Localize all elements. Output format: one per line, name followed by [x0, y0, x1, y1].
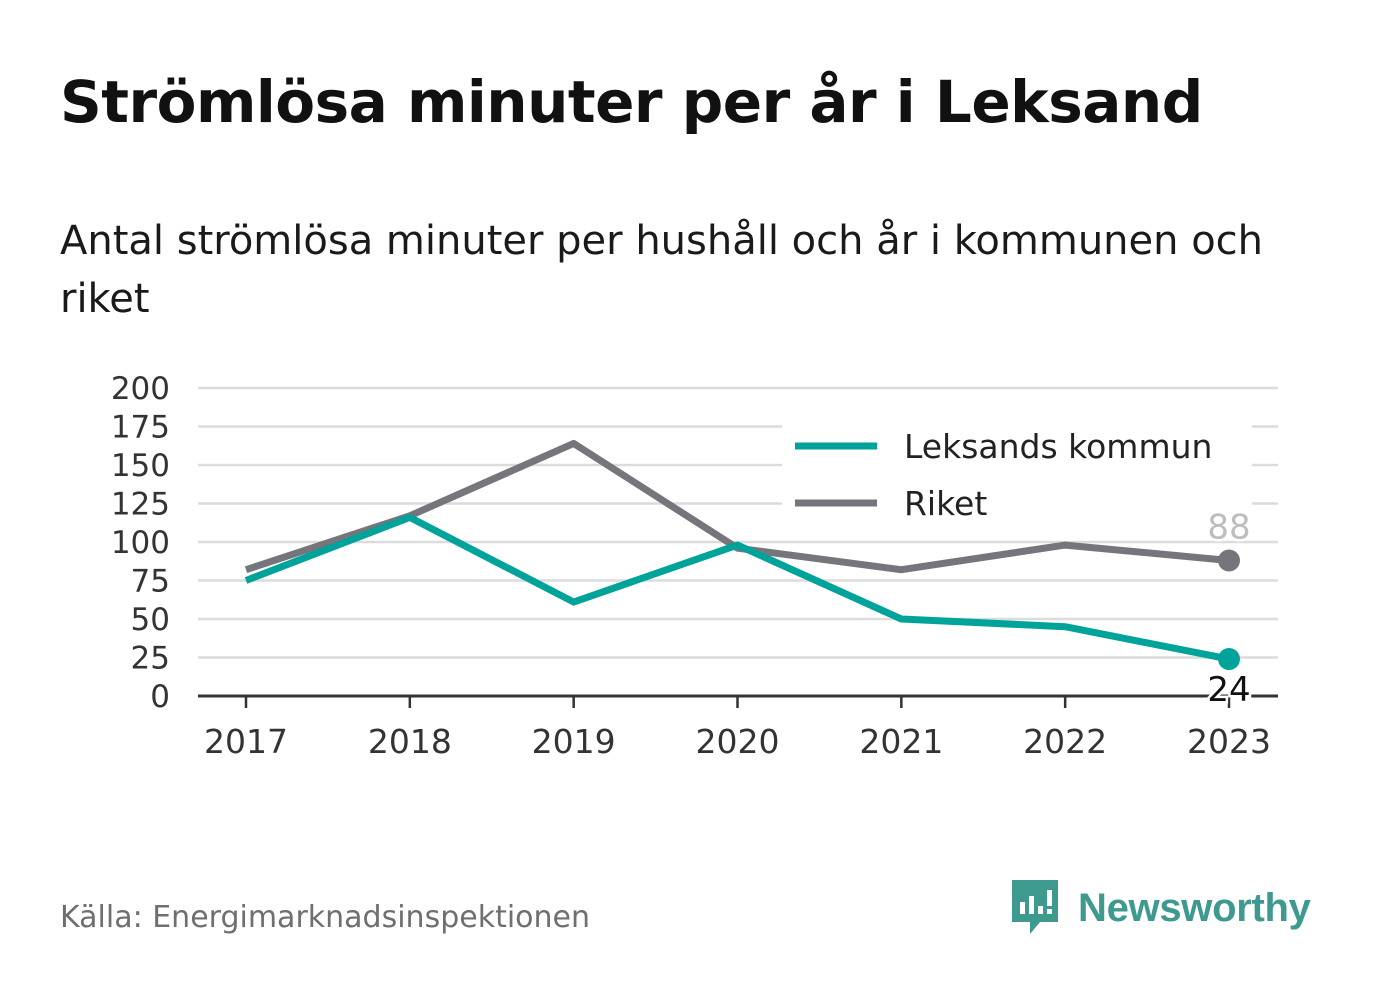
- series-endpoint-leksand: [1218, 648, 1240, 671]
- x-tick-label: 2018: [368, 722, 452, 761]
- y-tick-label: 50: [131, 602, 170, 638]
- y-tick-label: 100: [111, 525, 170, 561]
- chart-title: Strömlösa minuter per år i Leksand: [60, 68, 1203, 136]
- x-tick-label: 2023: [1187, 722, 1271, 761]
- x-tick-label: 2019: [532, 722, 616, 761]
- x-tick-label: 2022: [1023, 722, 1107, 761]
- brand-logo: Newsworthy: [1008, 878, 1311, 938]
- data-label-riket-end: 88: [1207, 507, 1250, 547]
- y-tick-label: 0: [150, 679, 170, 715]
- chart-subtitle: Antal strömlösa minuter per hushåll och …: [60, 218, 1264, 322]
- legend-label-riket: Riket: [904, 484, 987, 523]
- source-note: Källa: Energimarknadsinspektionen: [60, 900, 591, 935]
- y-tick-label: 150: [111, 448, 170, 484]
- data-label-leksand-end: 24: [1207, 670, 1250, 710]
- y-tick-label: 125: [111, 487, 170, 523]
- y-tick-label: 25: [131, 641, 170, 677]
- series-endpoint-riket: [1218, 549, 1240, 572]
- y-tick-label: 175: [111, 410, 170, 446]
- x-tick-label: 2020: [696, 722, 780, 761]
- brand-name: Newsworthy: [1078, 885, 1311, 930]
- y-tick-label: 200: [111, 371, 170, 407]
- x-tick-label: 2021: [859, 722, 943, 761]
- x-tick-label: 2017: [204, 722, 288, 761]
- legend-label-leksand: Leksands kommun: [904, 427, 1212, 466]
- series-line-leksand: [244, 513, 1230, 663]
- newsworthy-logo-icon: [1012, 880, 1058, 934]
- y-tick-label: 75: [131, 564, 170, 600]
